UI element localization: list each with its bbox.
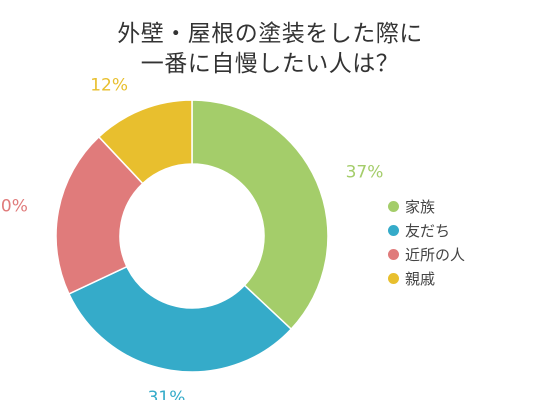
chart-title-line-1: 外壁・屋根の塗装をした際に (117, 21, 423, 47)
legend-item-relatives: 親戚 (388, 266, 465, 290)
legend-label-family: 家族 (405, 197, 436, 216)
legend-swatch-friends (388, 224, 399, 236)
legend-swatch-neighbors (388, 248, 399, 260)
chart-legend: 家族 友だち 近所の人 親戚 (388, 194, 465, 290)
donut-slice-relatives (97, 99, 193, 185)
legend-label-friends: 友だち (405, 221, 451, 240)
legend-swatch-relatives (388, 272, 399, 284)
donut-slice-family (191, 99, 329, 331)
legend-item-family: 家族 (388, 194, 465, 218)
donut-slice-neighbors (55, 135, 144, 295)
value-label-relatives: 12% (90, 75, 128, 95)
value-label-family: 37% (346, 162, 384, 182)
value-label-neighbors: 20% (0, 196, 28, 216)
legend-item-friends: 友だち (388, 218, 465, 242)
value-label-friends: 31% (148, 388, 186, 400)
legend-swatch-family (388, 200, 399, 212)
legend-label-relatives: 親戚 (405, 269, 436, 288)
legend-label-neighbors: 近所の人 (405, 245, 466, 264)
donut-slice-friends (67, 265, 293, 373)
chart-title-line-2: 一番に自慢したい人は？ (140, 51, 400, 77)
legend-item-neighbors: 近所の人 (388, 242, 465, 266)
